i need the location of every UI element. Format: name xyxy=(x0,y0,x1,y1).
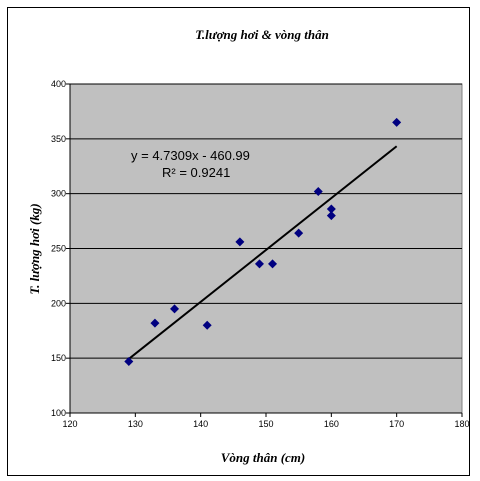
equation-label: y = 4.7309x - 460.99 xyxy=(131,148,250,163)
axes xyxy=(66,83,463,417)
x-axis-title: Vòng thân (cm) xyxy=(221,450,306,465)
y-tick-label-100: 100 xyxy=(51,408,66,418)
tick-labels: 120 130 140 150 160 170 180 100 150 200 250 300 350 4… xyxy=(51,79,470,429)
x-tick-label-180: 180 xyxy=(454,419,469,429)
y-axis-title: T. lượng hơi (kg) xyxy=(27,203,42,294)
data-point-2 xyxy=(150,318,160,328)
data-point-4 xyxy=(202,320,212,330)
data-point-12 xyxy=(392,117,402,127)
y-tick-label-300: 300 xyxy=(51,189,66,199)
y-tick-label-150: 150 xyxy=(51,353,66,363)
data-point-8 xyxy=(294,228,304,238)
data-point-9 xyxy=(313,186,323,196)
y-tick-label-400: 400 xyxy=(51,79,66,89)
x-tick-label-150: 150 xyxy=(258,419,273,429)
data-point-6 xyxy=(254,259,264,269)
x-tick-label-120: 120 xyxy=(62,419,77,429)
data-point-1 xyxy=(124,356,134,366)
y-tick-label-250: 250 xyxy=(51,244,66,254)
data-point-3 xyxy=(170,304,180,314)
data-point-5 xyxy=(235,237,245,247)
data-points xyxy=(124,117,402,366)
x-tick-label-130: 130 xyxy=(128,419,143,429)
r2-label: R² = 0.9241 xyxy=(162,165,230,180)
data-point-10 xyxy=(326,204,336,214)
x-tick-label-170: 170 xyxy=(389,419,404,429)
gridlines xyxy=(70,83,462,359)
x-tick-label-160: 160 xyxy=(324,419,339,429)
y-tick-label-350: 350 xyxy=(51,134,66,144)
chart-title: T.lượng hơi & vòng thân xyxy=(195,27,329,42)
data-point-7 xyxy=(268,259,278,269)
trendline xyxy=(128,145,398,360)
data-point-11 xyxy=(326,211,336,221)
x-tick-label-140: 140 xyxy=(193,419,208,429)
y-tick-label-200: 200 xyxy=(51,298,66,308)
